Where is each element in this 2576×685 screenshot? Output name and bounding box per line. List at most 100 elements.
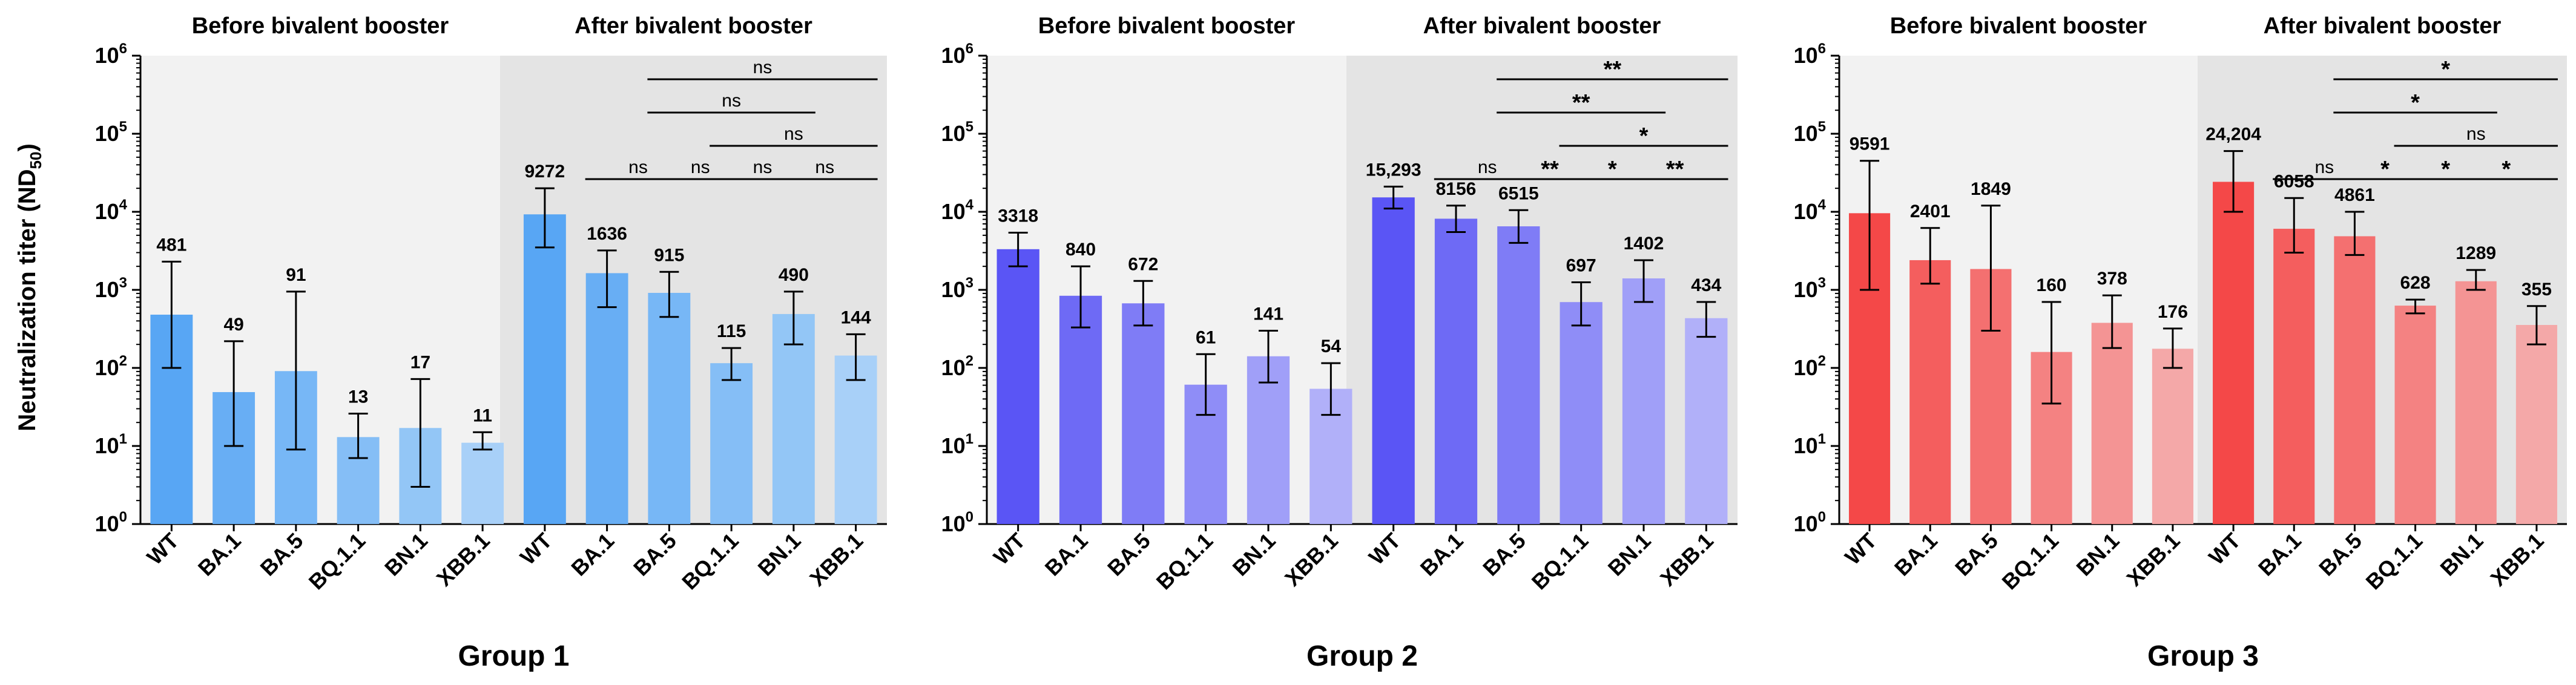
bar — [2152, 349, 2193, 524]
bar — [2273, 229, 2315, 524]
y-tick-label: 102 — [941, 353, 973, 380]
bar — [2394, 306, 2436, 524]
significance-label: * — [2411, 90, 2420, 116]
significance-label: ns — [2314, 157, 2334, 177]
significance-label: ** — [1666, 157, 1684, 182]
bar — [996, 249, 1039, 524]
y-tick-exponent: 4 — [119, 197, 128, 213]
x-tick-label: WT — [515, 528, 557, 570]
y-tick-exponent: 3 — [1818, 275, 1826, 291]
y-tick-label: 103 — [95, 275, 127, 302]
chart-panel-3: Before bivalent booster After bivalent bo… — [1794, 13, 2567, 672]
significance-label: * — [1639, 123, 1649, 149]
data-label: 9591 — [1850, 134, 1890, 154]
y-tick-label: 101 — [941, 431, 973, 458]
y-tick-exponent: 2 — [966, 353, 973, 369]
y-tick-label: 103 — [1794, 275, 1826, 302]
data-label: 1289 — [2456, 243, 2496, 263]
y-tick-base: 10 — [95, 433, 119, 458]
y-tick-label: 104 — [941, 197, 974, 224]
y-tick-exponent: 6 — [119, 41, 127, 57]
y-tick-exponent: 6 — [1818, 41, 1826, 57]
bar — [1560, 302, 1603, 524]
data-label: 9272 — [525, 162, 565, 182]
x-tick-label: BA.5 — [1102, 528, 1155, 581]
y-tick-label: 101 — [95, 431, 127, 458]
data-label: 144 — [841, 307, 871, 327]
y-tick-label: 100 — [1794, 509, 1826, 536]
before-booster-background — [987, 56, 1346, 524]
bar — [648, 292, 691, 524]
panels: Before bivalent booster After bivalent bo… — [95, 13, 2567, 672]
data-label: 1636 — [587, 224, 627, 244]
x-tick-label: BN.1 — [2071, 528, 2124, 581]
section-label-after: After bivalent booster — [1423, 13, 1661, 39]
section-label-before: Before bivalent booster — [1890, 13, 2147, 39]
x-tick-label: BQ.1.1 — [677, 528, 743, 595]
data-label: 481 — [156, 235, 186, 255]
significance-label: ns — [691, 157, 710, 177]
x-tick-label: BQ.1.1 — [1997, 528, 2064, 595]
x-tick-label: BN.1 — [1603, 528, 1656, 581]
significance-label: ns — [1478, 157, 1497, 177]
y-axis-label-subscript: 50 — [27, 152, 45, 169]
panel-title: Group 3 — [2147, 640, 2259, 672]
data-label: 915 — [654, 245, 684, 265]
data-label: 24,204 — [2205, 125, 2261, 145]
before-booster-background — [1839, 56, 2198, 524]
y-tick-base: 10 — [941, 433, 966, 458]
x-tick-label: BA.5 — [2314, 528, 2367, 581]
significance-label: * — [2441, 57, 2450, 82]
y-tick-label: 106 — [1794, 41, 1826, 68]
y-tick-exponent: 4 — [1818, 197, 1827, 213]
bar — [2455, 281, 2497, 524]
x-tick-label: XBB.1 — [2122, 528, 2185, 591]
significance-label: * — [2502, 157, 2511, 182]
bar — [523, 214, 566, 524]
data-label: 490 — [779, 265, 809, 285]
bar — [461, 442, 504, 524]
data-label: 15,293 — [1366, 160, 1421, 180]
y-tick-label: 105 — [95, 119, 127, 146]
y-tick-base: 10 — [941, 121, 966, 146]
y-tick-exponent: 0 — [966, 509, 973, 525]
data-label: 61 — [1196, 327, 1216, 347]
x-tick-label: XBB.1 — [1655, 528, 1718, 591]
data-label: 697 — [1566, 255, 1596, 275]
significance-label: ns — [753, 57, 772, 77]
y-tick-base: 10 — [95, 121, 119, 146]
y-tick-label: 105 — [1794, 119, 1826, 146]
y-tick-label: 103 — [941, 275, 973, 302]
x-tick-label: XBB.1 — [1280, 528, 1343, 591]
y-tick-base: 10 — [95, 43, 119, 68]
bar — [1909, 260, 1951, 524]
data-label: 17 — [410, 352, 430, 372]
bar — [585, 273, 628, 524]
panel-title: Group 1 — [458, 640, 569, 672]
x-tick-label: BA.1 — [2253, 528, 2306, 581]
y-tick-label: 102 — [1794, 353, 1826, 380]
significance-label: ns — [722, 91, 741, 111]
before-booster-background — [140, 56, 500, 524]
y-tick-base: 10 — [1794, 433, 1818, 458]
data-label: 6058 — [2274, 171, 2314, 191]
data-label: 13 — [348, 387, 368, 407]
panel-title: Group 2 — [1306, 640, 1418, 672]
y-tick-label: 106 — [95, 41, 127, 68]
y-tick-exponent: 2 — [119, 353, 127, 369]
chart-panel-1: Before bivalent booster After bivalent bo… — [95, 13, 887, 672]
bar — [2515, 325, 2557, 524]
bar — [2213, 182, 2255, 525]
y-tick-exponent: 5 — [119, 119, 127, 135]
y-tick-exponent: 0 — [1818, 509, 1826, 525]
significance-label: ** — [1604, 57, 1622, 82]
bar — [1434, 218, 1478, 524]
significance-label: ** — [1572, 90, 1590, 116]
y-tick-exponent: 4 — [966, 197, 974, 213]
y-tick-label: 100 — [941, 509, 973, 536]
y-tick-base: 10 — [1794, 121, 1818, 146]
y-tick-base: 10 — [95, 199, 119, 224]
bar — [1622, 278, 1665, 524]
x-tick-label: BQ.1.1 — [304, 528, 371, 595]
y-tick-label: 102 — [95, 353, 127, 380]
